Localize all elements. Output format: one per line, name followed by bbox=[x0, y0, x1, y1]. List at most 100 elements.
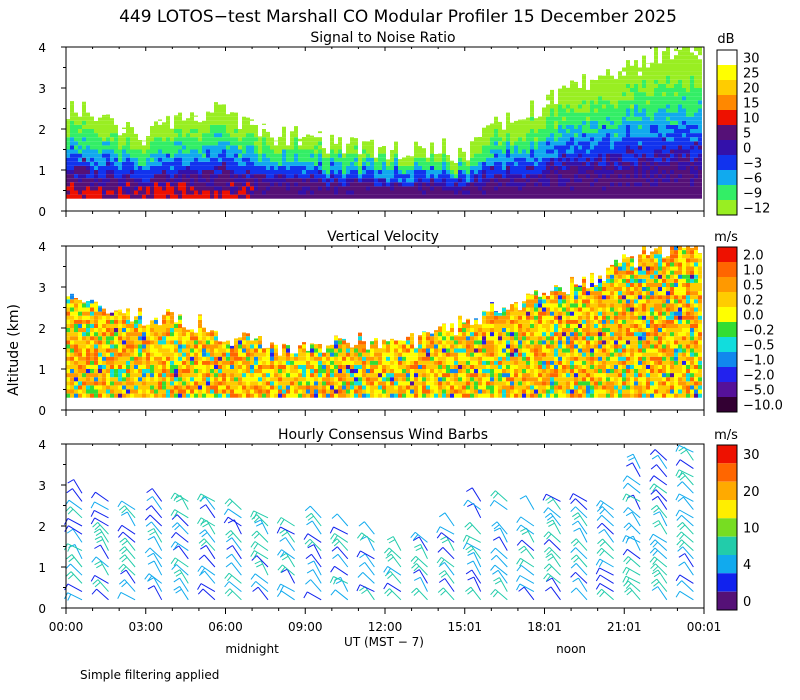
vv-cell bbox=[78, 360, 82, 365]
snr-cell bbox=[474, 182, 478, 187]
snr-cell bbox=[490, 133, 494, 138]
snr-cell bbox=[490, 153, 494, 158]
snr-cell bbox=[106, 116, 110, 121]
vv-cell bbox=[358, 356, 362, 361]
snr-cell bbox=[598, 137, 602, 142]
vv-cell bbox=[310, 377, 314, 382]
snr-cell bbox=[362, 157, 366, 162]
snr-cell bbox=[494, 157, 498, 162]
snr-cell bbox=[322, 174, 326, 179]
vv-cell bbox=[182, 389, 186, 394]
snr-cell bbox=[642, 149, 646, 154]
snr-cell bbox=[606, 112, 610, 117]
vv-cell bbox=[154, 328, 158, 333]
vv-cell bbox=[394, 389, 398, 394]
snr-cell bbox=[594, 120, 598, 125]
vv-cell bbox=[338, 393, 342, 398]
snr-cell bbox=[450, 182, 454, 187]
snr-cell bbox=[602, 129, 606, 134]
snr-cell bbox=[506, 153, 510, 158]
snr-cell bbox=[570, 133, 574, 138]
vv-cell bbox=[278, 385, 282, 390]
snr-cell bbox=[170, 149, 174, 154]
snr-cell bbox=[110, 129, 114, 134]
snr-cell bbox=[294, 133, 298, 138]
snr-cell bbox=[606, 190, 610, 195]
snr-cell bbox=[614, 190, 618, 195]
snr-cell bbox=[230, 129, 234, 134]
vv-cell bbox=[242, 348, 246, 353]
vv-cell bbox=[350, 381, 354, 386]
snr-cell bbox=[126, 145, 130, 150]
snr-cell bbox=[686, 133, 690, 138]
snr-cell bbox=[542, 182, 546, 187]
snr-cell bbox=[466, 170, 470, 175]
snr-cell bbox=[130, 133, 134, 138]
vv-cell bbox=[274, 381, 278, 386]
snr-cell bbox=[546, 170, 550, 175]
snr-cell bbox=[326, 161, 330, 166]
snr-cell bbox=[682, 182, 686, 187]
snr-cell bbox=[270, 149, 274, 154]
snr-cell bbox=[130, 174, 134, 179]
vv-cell bbox=[130, 332, 134, 337]
vv-cell bbox=[82, 332, 86, 337]
vv-cell bbox=[330, 356, 334, 361]
snr-cell bbox=[98, 165, 102, 170]
snr-cell bbox=[606, 71, 610, 76]
snr-cell bbox=[574, 137, 578, 142]
snr-cell bbox=[642, 124, 646, 129]
vv-cell bbox=[238, 340, 242, 345]
snr-cell bbox=[518, 141, 522, 146]
vv-cell bbox=[102, 315, 106, 320]
snr-cell bbox=[382, 153, 386, 158]
snr-cell bbox=[154, 149, 158, 154]
vv-cell bbox=[338, 377, 342, 382]
snr-cell bbox=[638, 141, 642, 146]
snr-cell bbox=[510, 129, 514, 134]
snr-cell bbox=[634, 88, 638, 93]
snr-cell bbox=[606, 88, 610, 93]
snr-cell bbox=[590, 112, 594, 117]
vv-cell bbox=[90, 348, 94, 353]
vv-cell bbox=[206, 356, 210, 361]
snr-cell bbox=[698, 116, 702, 121]
snr-cell bbox=[562, 133, 566, 138]
vv-cell bbox=[358, 364, 362, 369]
snr-cell bbox=[414, 194, 418, 199]
snr-cell bbox=[698, 137, 702, 142]
snr-cell bbox=[366, 170, 370, 175]
vv-cell bbox=[274, 356, 278, 361]
snr-cell bbox=[666, 174, 670, 179]
snr-cell bbox=[358, 154, 362, 158]
snr-cell bbox=[566, 194, 570, 199]
snr-cell bbox=[454, 178, 458, 183]
snr-cell bbox=[498, 133, 502, 138]
vv-cell bbox=[210, 360, 214, 365]
vv-cell bbox=[298, 373, 302, 378]
snr-cell bbox=[594, 194, 598, 199]
snr-cell bbox=[614, 161, 618, 166]
snr-heatmap bbox=[66, 47, 702, 199]
vv-cell bbox=[446, 352, 450, 357]
vv-cell bbox=[338, 360, 342, 365]
snr-cell bbox=[686, 137, 690, 142]
snr-cell bbox=[646, 149, 650, 154]
vv-cell bbox=[434, 369, 438, 374]
snr-cell bbox=[598, 104, 602, 109]
snr-cell bbox=[246, 190, 250, 195]
snr-cell bbox=[394, 170, 398, 175]
snr-cell bbox=[106, 194, 110, 199]
vv-cell bbox=[218, 344, 222, 349]
vv-cell bbox=[238, 393, 242, 398]
vv-cell bbox=[242, 336, 246, 341]
vv-cell bbox=[222, 385, 226, 390]
snr-cell bbox=[598, 186, 602, 191]
snr-cell bbox=[150, 194, 154, 199]
snr-cell bbox=[70, 133, 74, 138]
snr-cell bbox=[254, 145, 258, 150]
vv-cell bbox=[258, 340, 262, 345]
snr-cell bbox=[150, 178, 154, 183]
snr-cell bbox=[350, 194, 354, 199]
vv-cell bbox=[290, 385, 294, 390]
